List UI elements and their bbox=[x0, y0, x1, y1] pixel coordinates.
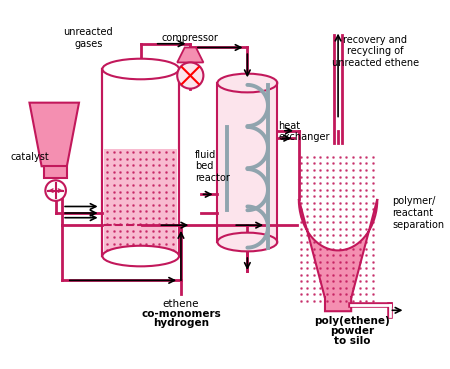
Text: to silo: to silo bbox=[334, 336, 370, 346]
Polygon shape bbox=[299, 199, 378, 311]
Polygon shape bbox=[29, 103, 79, 166]
Text: poly(ethene): poly(ethene) bbox=[314, 315, 390, 325]
Text: polymer/
reactant
separation: polymer/ reactant separation bbox=[392, 196, 445, 230]
Circle shape bbox=[177, 62, 203, 89]
Text: powder: powder bbox=[330, 326, 374, 336]
Ellipse shape bbox=[103, 246, 179, 266]
Text: ethene: ethene bbox=[163, 299, 199, 309]
Bar bbox=[104, 149, 177, 256]
Ellipse shape bbox=[217, 233, 277, 251]
Text: heat
exchanger: heat exchanger bbox=[278, 121, 330, 142]
Text: compressor: compressor bbox=[162, 33, 219, 43]
Ellipse shape bbox=[103, 59, 179, 79]
Text: co-monomers: co-monomers bbox=[141, 309, 221, 319]
Bar bbox=[45, 166, 67, 179]
Text: catalyst: catalyst bbox=[10, 152, 49, 162]
Polygon shape bbox=[177, 48, 203, 62]
Ellipse shape bbox=[217, 74, 277, 92]
Bar bbox=[217, 83, 277, 242]
Text: fluid
bed
reactor: fluid bed reactor bbox=[195, 150, 230, 183]
Text: unreacted
gases: unreacted gases bbox=[63, 27, 113, 49]
Bar bbox=[103, 68, 179, 257]
Text: recovery and
recycling of
unreacted ethene: recovery and recycling of unreacted ethe… bbox=[332, 35, 419, 68]
Text: hydrogen: hydrogen bbox=[153, 318, 209, 328]
Circle shape bbox=[45, 180, 66, 201]
